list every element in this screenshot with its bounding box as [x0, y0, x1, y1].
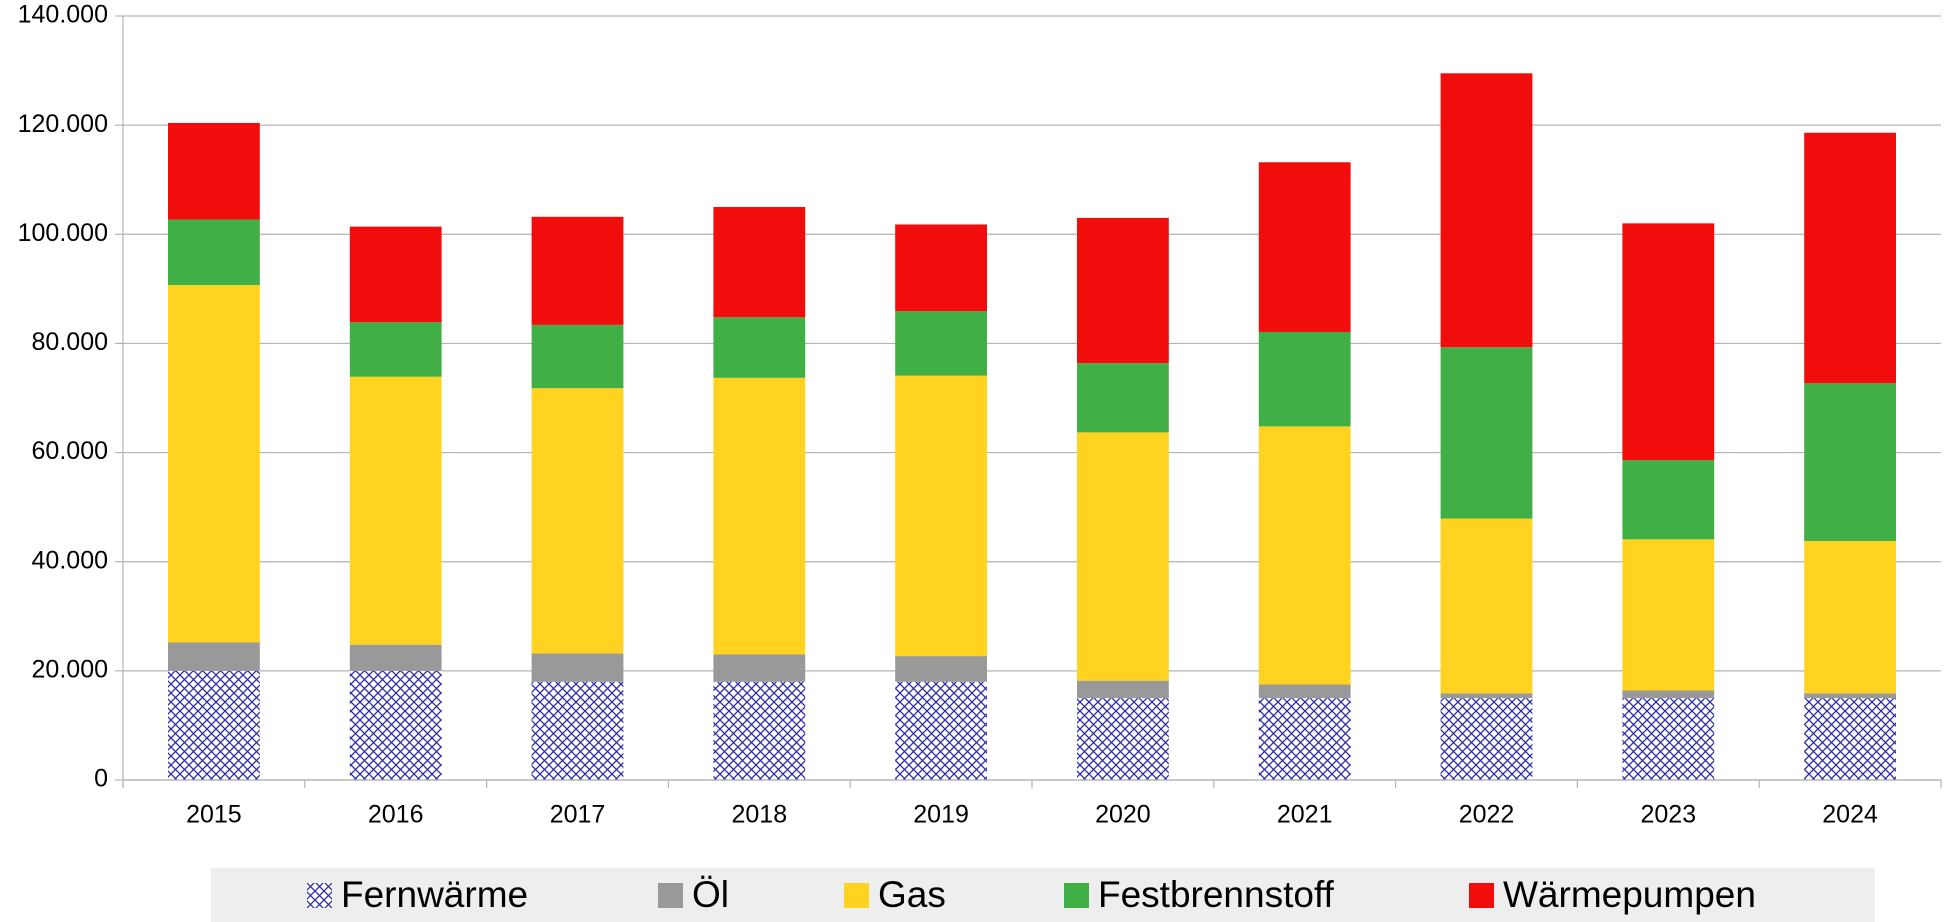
x-tick-label: 2020	[1095, 801, 1151, 829]
bar-segment	[1804, 132, 1897, 384]
bar-segment	[531, 216, 624, 325]
y-tick-label: 60.000	[32, 437, 108, 465]
bar-segment	[895, 311, 988, 376]
bar-segment	[1440, 73, 1533, 348]
x-tick-label: 2015	[186, 801, 242, 829]
y-tick-label: 100.000	[18, 219, 108, 247]
bar-segment	[1076, 363, 1169, 433]
bar-segment	[167, 642, 260, 671]
bar-segment	[1622, 460, 1715, 540]
bar-segment	[713, 681, 806, 780]
bar-segment	[1076, 432, 1169, 681]
legend-marker	[658, 883, 683, 908]
legend-marker	[1469, 883, 1494, 908]
bar-segment	[1804, 693, 1897, 699]
x-tick-label: 2016	[368, 801, 424, 829]
bar-segment	[1804, 698, 1897, 780]
bar-segment	[349, 322, 442, 377]
y-tick-label: 20.000	[32, 655, 108, 683]
bar-segment	[713, 654, 806, 682]
bar-segment	[1622, 690, 1715, 699]
x-tick-label: 2021	[1277, 801, 1333, 829]
bar-segment	[349, 226, 442, 323]
bar-segment	[167, 670, 260, 780]
y-tick-label: 0	[94, 765, 108, 793]
bar-segment	[1622, 223, 1715, 461]
bar-segment	[1258, 162, 1351, 332]
bar-segment	[1076, 680, 1169, 699]
bar-segment	[349, 644, 442, 671]
bar-segment	[895, 656, 988, 682]
legend-marker	[307, 883, 332, 908]
bar-segment	[349, 376, 442, 645]
legend-label: Öl	[692, 874, 729, 915]
bar-segment	[1076, 698, 1169, 780]
bar-segment	[531, 681, 624, 780]
bar-segment	[167, 122, 260, 220]
bar-segment	[895, 224, 988, 312]
bar-segment	[531, 324, 624, 389]
bar-segment	[531, 653, 624, 682]
bar-segment	[1440, 518, 1533, 694]
bar-segment	[1804, 540, 1897, 694]
y-tick-label: 140.000	[18, 1, 108, 29]
legend-marker	[1064, 883, 1089, 908]
x-tick-label: 2023	[1640, 801, 1696, 829]
bar-segment	[1622, 539, 1715, 691]
bar-segment	[1258, 331, 1351, 427]
legend-marker	[844, 883, 869, 908]
legend-label: Festbrennstoff	[1098, 874, 1335, 915]
y-tick-label: 40.000	[32, 546, 108, 574]
x-tick-label: 2019	[913, 801, 969, 829]
y-tick-label: 80.000	[32, 328, 108, 356]
bar-segment	[531, 388, 624, 654]
bar-segment	[1440, 698, 1533, 780]
bar-segment	[895, 375, 988, 657]
bar-segment	[713, 377, 806, 655]
bar-segment	[1440, 347, 1533, 519]
bar-segment	[713, 317, 806, 378]
bar-segment	[1804, 383, 1897, 541]
x-tick-label: 2024	[1822, 801, 1878, 829]
bar-segment	[895, 681, 988, 780]
bar-segment	[1258, 684, 1351, 699]
bar-segment	[1440, 693, 1533, 699]
bar-segment	[1076, 217, 1169, 364]
legend-background	[211, 868, 1875, 922]
legend-label: Gas	[878, 874, 946, 915]
x-tick-label: 2018	[731, 801, 787, 829]
bar-segment	[167, 219, 260, 286]
bar-segment	[167, 285, 260, 643]
legend-label: Wärmepumpen	[1503, 874, 1756, 915]
bar-segment	[1258, 426, 1351, 685]
x-tick-label: 2022	[1459, 801, 1515, 829]
y-tick-label: 120.000	[18, 110, 108, 138]
legend-label: Fernwärme	[341, 874, 528, 915]
bar-segment	[713, 207, 806, 318]
bar-segment	[349, 670, 442, 780]
bar-segment	[1258, 698, 1351, 780]
bar-segment	[1622, 698, 1715, 780]
x-tick-label: 2017	[550, 801, 606, 829]
